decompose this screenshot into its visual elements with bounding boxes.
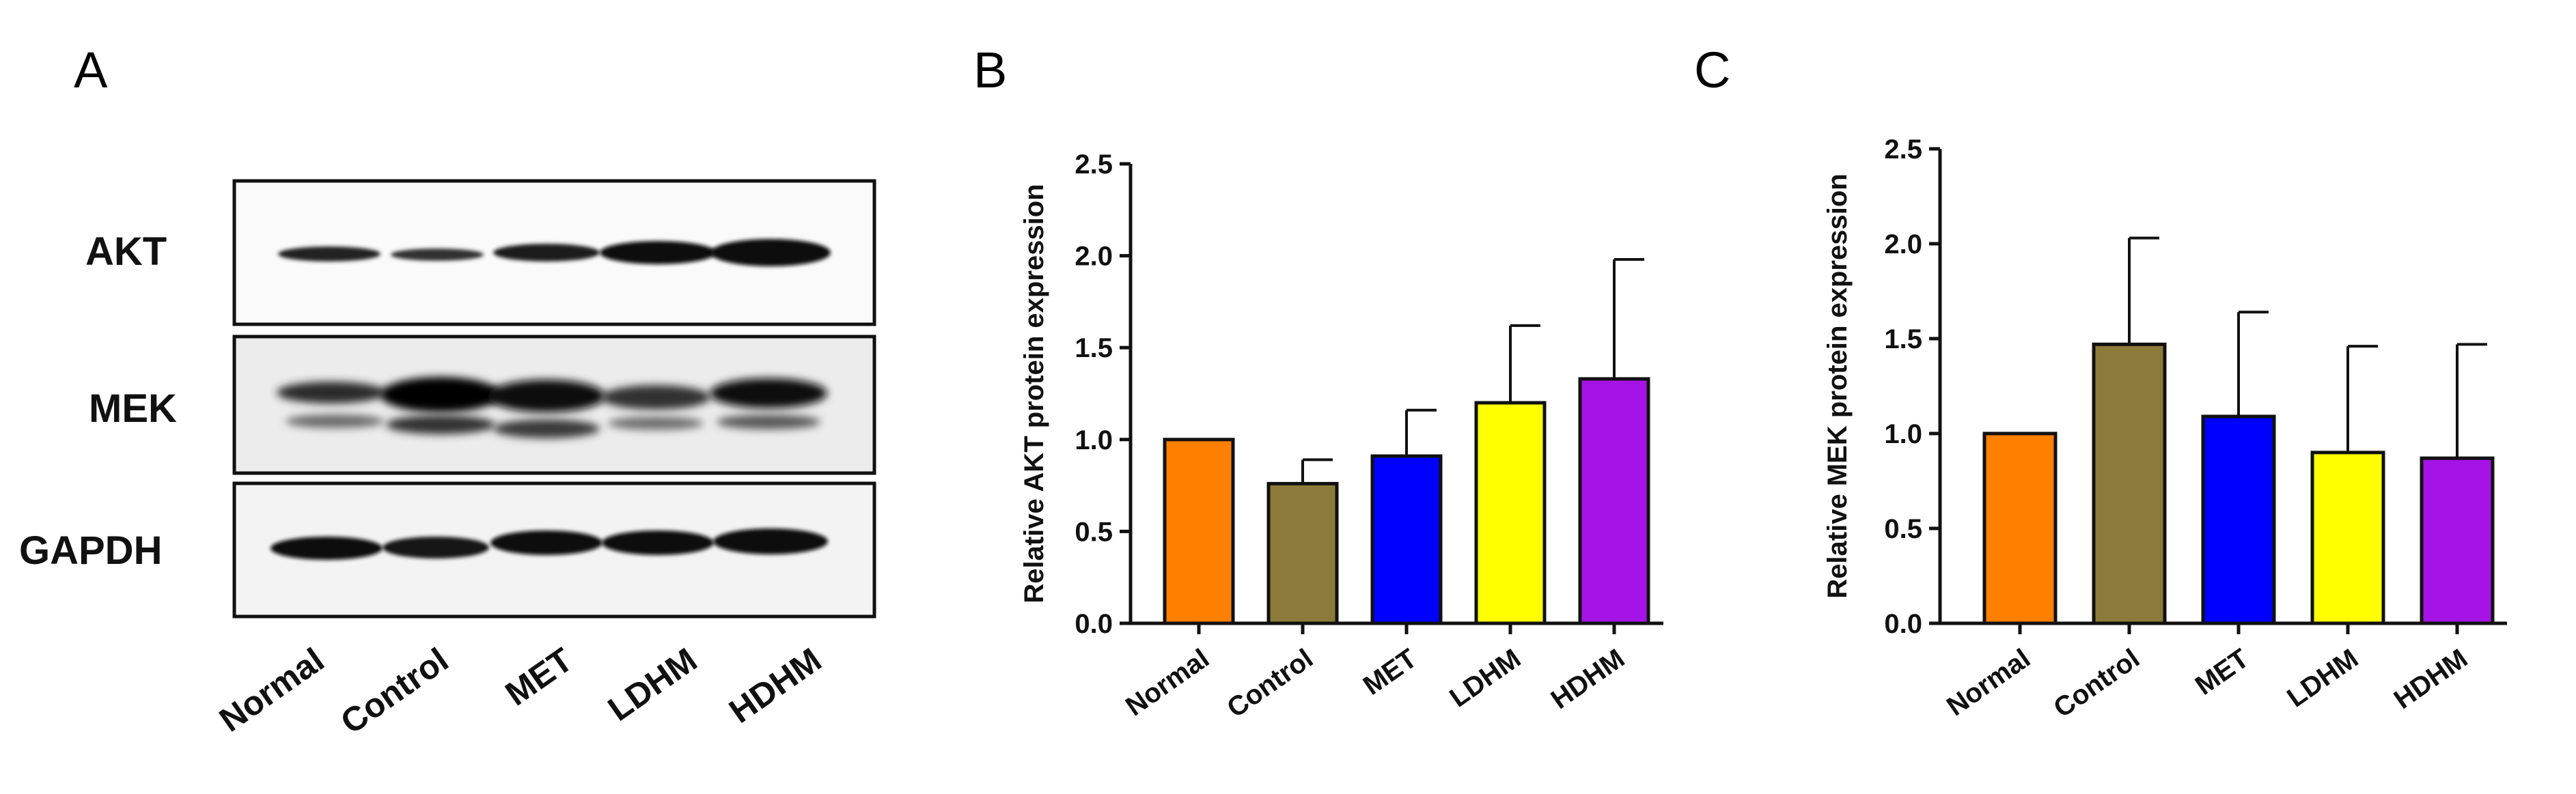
blot-band (710, 239, 831, 266)
y-tick-label: 0.5 (1884, 514, 1922, 544)
akt-bar-chart: 0.0 0.5 1.0 1.5 2.0 2.5 Relative AKT protein e… (1019, 150, 1663, 724)
blot-band (488, 380, 605, 412)
x-tick-label-control: Control (2048, 643, 2145, 724)
y-axis-title: Relative MEK protein expression (1823, 173, 1853, 598)
y-tick-label: 2.0 (1075, 242, 1113, 272)
y-tick-label: 1.0 (1075, 425, 1113, 455)
blot-band (601, 385, 710, 410)
blot-band (602, 530, 714, 555)
blot-band (383, 537, 489, 558)
y-tick-label: 1.5 (1884, 324, 1922, 354)
bar-met (2201, 414, 2276, 625)
akt-bands (278, 239, 831, 266)
blot-band (380, 377, 501, 412)
y-tick-label: 1.5 (1075, 333, 1113, 363)
mek-bands (277, 377, 827, 438)
blot-band (608, 416, 704, 430)
y-axis-title: Relative AKT protein expression (1019, 184, 1049, 603)
blot-band (278, 246, 380, 261)
western-blot: AKT MEK GAPDH Normal Control (19, 179, 876, 741)
y-tick-label: 0.5 (1075, 517, 1113, 547)
y-tick-label: 0.0 (1075, 609, 1113, 639)
blot-row-label-mek: MEK (89, 386, 177, 431)
panel-letter-b: B (973, 42, 1007, 98)
bar-control (1266, 481, 1339, 625)
blot-band (710, 378, 827, 408)
blot-band (717, 414, 820, 429)
bar-met (1370, 454, 1443, 625)
blot-band (493, 419, 600, 438)
blot-row-label-gapdh: GAPDH (19, 528, 162, 573)
mek-bar-chart: 0.0 0.5 1.0 1.5 2.0 2.5 Relative MEK protein e… (1823, 134, 2507, 724)
gapdh-bands (271, 528, 828, 560)
y-tick-label: 1.0 (1884, 419, 1922, 449)
blot-row-label-akt: AKT (85, 229, 167, 274)
x-tick-label-normal: Normal (1941, 643, 2036, 722)
blot-band (391, 249, 484, 261)
blot-band (271, 537, 383, 560)
blot-band (386, 415, 495, 434)
bar-ldhm (2310, 451, 2385, 625)
bar-normal (1163, 438, 1235, 625)
blot-lane-label-hdhm: HDHM (722, 640, 828, 731)
bar-hdhm (2420, 456, 2495, 625)
blot-lane-label-normal: Normal (212, 640, 331, 739)
blot-band (600, 241, 716, 264)
blot-lane-label-control: Control (334, 640, 456, 741)
x-tick-label-normal: Normal (1120, 643, 1215, 722)
blot-band (277, 382, 386, 403)
bar-normal (1982, 431, 2058, 625)
bar-ldhm (1474, 401, 1547, 625)
x-tick-label-hdhm: HDHM (1546, 643, 1631, 715)
x-tick-label-control: Control (1221, 643, 1318, 724)
blot-band (490, 530, 603, 555)
blot-band (493, 244, 600, 261)
x-tick-label-met: MET (2190, 643, 2254, 700)
blot-band (713, 528, 828, 554)
x-tick-label-hdhm: HDHM (2389, 643, 2474, 715)
y-tick-label: 2.5 (1075, 150, 1113, 180)
x-tick-label-ldhm: LDHM (1444, 643, 1526, 713)
y-tick-label: 2.5 (1884, 134, 1922, 165)
blot-lane-label-ldhm: LDHM (601, 640, 704, 728)
y-tick-label: 2.0 (1884, 229, 1922, 259)
panel-letter-a: A (74, 42, 108, 98)
x-tick-label-met: MET (1358, 643, 1422, 700)
blot-band (286, 414, 384, 428)
x-tick-label-ldhm: LDHM (2282, 643, 2364, 713)
y-tick-label: 0.0 (1884, 609, 1922, 639)
panel-letter-c: C (1694, 42, 1730, 98)
bar-hdhm (1578, 377, 1650, 625)
bar-control (2092, 342, 2167, 625)
blot-lane-label-met: MET (499, 640, 580, 713)
